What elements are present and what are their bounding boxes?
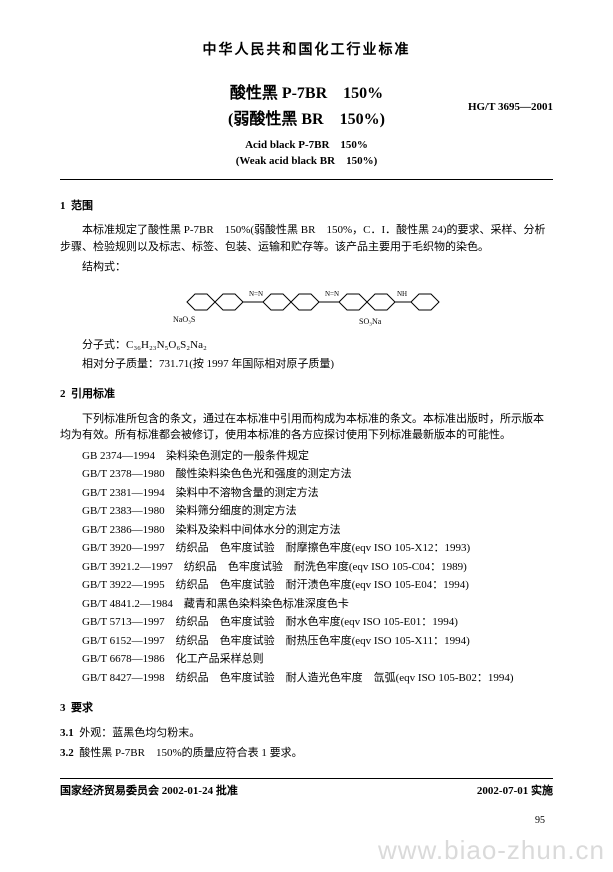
section-1-para1: 本标准规定了酸性黑 P-7BR 150%(弱酸性黑 BR 150%，C．I．酸性… bbox=[60, 222, 553, 255]
section-2-heading: 2 引用标准 bbox=[60, 386, 553, 403]
section-1-title: 范围 bbox=[71, 200, 93, 212]
document-page: 中华人民共和国化工行业标准 酸性黑 P-7BR 150% (弱酸性黑 BR 15… bbox=[0, 0, 613, 848]
ref-item: GB/T 2378—1980 酸性染料染色色光和强度的测定方法 bbox=[93, 466, 553, 483]
title-en: Acid black P-7BR 150% (Weak acid black B… bbox=[60, 138, 553, 169]
section-3-2: 3.2 酸性黑 P-7BR 150%的质量应符合表 1 要求。 bbox=[60, 745, 553, 762]
reference-list: GB 2374—1994 染料染色测定的一般条件规定 GB/T 2378—198… bbox=[60, 448, 553, 687]
section-3-1-num: 3.1 bbox=[60, 727, 74, 739]
svg-text:SO₃Na: SO₃Na bbox=[359, 317, 382, 326]
section-3-num: 3 bbox=[60, 702, 66, 714]
svg-text:NH: NH bbox=[397, 290, 407, 298]
section-1-num: 1 bbox=[60, 200, 66, 212]
section-2-title: 引用标准 bbox=[71, 388, 115, 400]
section-2-para: 下列标准所包含的条文，通过在本标准中引用而构成为本标准的条文。本标准出版时，所示… bbox=[60, 411, 553, 444]
ref-item: GB/T 8427—1998 纺织品 色牢度试验 耐人造光色牢度 氙弧(eqv … bbox=[93, 670, 553, 687]
section-3-title: 要求 bbox=[71, 702, 93, 714]
ref-item: GB/T 3920—1997 纺织品 色牢度试验 耐摩擦色牢度(eqv ISO … bbox=[93, 540, 553, 557]
ref-item: GB/T 4841.2—1984 藏青和黑色染料染色标准深度色卡 bbox=[93, 596, 553, 613]
divider-top bbox=[60, 179, 553, 180]
section-3-2-num: 3.2 bbox=[60, 747, 74, 759]
section-3-heading: 3 要求 bbox=[60, 700, 553, 717]
molecular-formula: 分子式：C₃₆H₂₃N₅O₆S₂Na₂ bbox=[82, 337, 553, 354]
ref-item: GB/T 3921.2—1997 纺织品 色牢度试验 耐洗色牢度(eqv ISO… bbox=[93, 559, 553, 576]
ref-item: GB/T 6678—1986 化工产品采样总则 bbox=[93, 651, 553, 668]
title-en-line2: (Weak acid black BR 150%) bbox=[60, 154, 553, 169]
ref-item: GB/T 2381—1994 染料中不溶物含量的测定方法 bbox=[93, 485, 553, 502]
section-1-heading: 1 范围 bbox=[60, 198, 553, 215]
ref-item: GB/T 6152—1997 纺织品 色牢度试验 耐热压色牢度(eqv ISO … bbox=[93, 633, 553, 650]
ref-item: GB/T 3922—1995 纺织品 色牢度试验 耐汗渍色牢度(eqv ISO … bbox=[93, 577, 553, 594]
ref-item: GB/T 2383—1980 染料筛分细度的测定方法 bbox=[93, 503, 553, 520]
footer-effective: 2002-07-01 实施 bbox=[477, 783, 553, 800]
standard-code: HG/T 3695—2001 bbox=[468, 99, 553, 116]
struct-label-left: NaO₃S bbox=[173, 315, 195, 324]
page-number: 95 bbox=[60, 813, 553, 828]
svg-text:N=N: N=N bbox=[249, 290, 263, 298]
ref-item: GB/T 5713—1997 纺织品 色牢度试验 耐水色牢度(eqv ISO 1… bbox=[93, 614, 553, 631]
section-2-num: 2 bbox=[60, 388, 66, 400]
chemical-structure: NaO₃S N=N N=N NH SO₃Na bbox=[60, 282, 553, 332]
section-3-1-text: 外观：蓝黑色均匀粉末。 bbox=[79, 727, 200, 739]
footer-approval: 国家经济贸易委员会 2002-01-24 批准 bbox=[60, 783, 238, 800]
section-1-para2: 结构式： bbox=[60, 259, 553, 276]
molecular-mass: 相对分子质量：731.71(按 1997 年国际相对原子质量) bbox=[82, 356, 553, 373]
footer-bar: 国家经济贸易委员会 2002-01-24 批准 2002-07-01 实施 bbox=[60, 778, 553, 800]
title-en-line1: Acid black P-7BR 150% bbox=[60, 138, 553, 153]
ref-item: GB/T 2386—1980 染料及染料中间体水分的测定方法 bbox=[93, 522, 553, 539]
section-3-1: 3.1 外观：蓝黑色均匀粉末。 bbox=[60, 725, 553, 742]
watermark: www.biao-zhun.cn bbox=[378, 835, 605, 866]
section-3-2-text: 酸性黑 P-7BR 150%的质量应符合表 1 要求。 bbox=[79, 747, 302, 759]
ref-item: GB 2374—1994 染料染色测定的一般条件规定 bbox=[93, 448, 553, 465]
org-header: 中华人民共和国化工行业标准 bbox=[60, 40, 553, 61]
svg-text:N=N: N=N bbox=[325, 290, 339, 298]
title-block: 酸性黑 P-7BR 150% (弱酸性黑 BR 150%) HG/T 3695—… bbox=[60, 81, 553, 132]
